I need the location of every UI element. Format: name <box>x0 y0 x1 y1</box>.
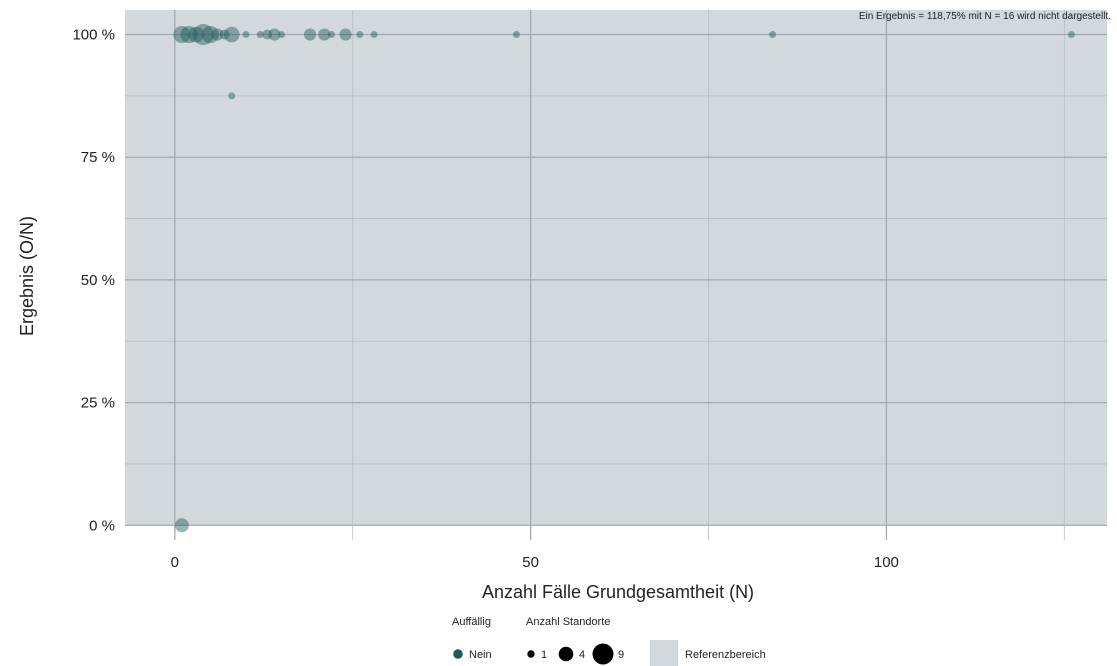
legend-fill-swatch-referenzbereich <box>650 640 678 666</box>
y-axis-ticks: 0 % 25 % 50 % 75 % 100 % <box>72 27 115 535</box>
legend-size-label-4: 4 <box>579 649 585 661</box>
data-point <box>262 29 273 40</box>
x-axis-title: Anzahl Fälle Grundgesamtheit (N) <box>482 582 754 602</box>
x-axis-ticks: 0 50 100 <box>171 554 899 571</box>
legend-size-marker-1 <box>527 650 535 658</box>
data-point <box>370 31 378 39</box>
reference-range-area <box>125 10 1107 526</box>
data-point <box>201 25 219 44</box>
legend-fill-label-referenzbereich: Referenzbereich <box>685 649 766 661</box>
chart-annotation: Ein Ergebnis = 118,75% mit N = 16 wird n… <box>859 11 1111 22</box>
data-point <box>278 31 286 39</box>
data-point <box>242 31 250 39</box>
legend-size-marker-9 <box>592 643 614 665</box>
data-point <box>219 29 230 40</box>
data-point <box>180 25 198 44</box>
x-tick-label: 0 <box>171 554 179 571</box>
data-point <box>173 25 191 44</box>
data-point <box>228 92 236 100</box>
data-point <box>174 518 189 533</box>
legend-size-marker-4 <box>558 646 574 662</box>
data-point <box>339 28 352 41</box>
y-tick-label: 25 % <box>81 395 115 412</box>
data-point <box>268 28 281 41</box>
data-point <box>223 26 240 43</box>
legend-color-swatch-nein <box>453 649 463 659</box>
grid-lines <box>125 10 1107 540</box>
data-point <box>1067 31 1075 39</box>
data-point <box>512 31 520 39</box>
y-tick-label: 0 % <box>89 517 115 534</box>
data-point <box>769 31 777 39</box>
y-axis-title: Ergebnis (O/N) <box>17 216 37 336</box>
data-points <box>173 24 1075 533</box>
legend-size-label-1: 1 <box>541 649 547 661</box>
data-point <box>211 28 224 41</box>
data-point <box>356 31 364 39</box>
data-point <box>256 31 264 39</box>
data-point <box>318 28 331 41</box>
legend-size-label-9: 9 <box>618 649 624 661</box>
x-tick-label: 50 <box>522 554 539 571</box>
legend-size-title: Anzahl Standorte <box>526 616 610 628</box>
data-point <box>192 24 214 46</box>
data-point <box>188 26 204 43</box>
data-point <box>303 28 317 41</box>
y-tick-label: 100 % <box>72 27 115 44</box>
y-tick-label: 50 % <box>81 272 115 289</box>
legend-color-title: Auffällig <box>452 616 491 628</box>
x-tick-label: 100 <box>874 554 899 571</box>
data-point <box>327 31 335 39</box>
legend-color-label-nein: Nein <box>469 649 492 661</box>
y-tick-label: 75 % <box>81 149 115 166</box>
legend: Auffällig Nein Anzahl Standorte 1 4 9 Re… <box>452 616 766 666</box>
